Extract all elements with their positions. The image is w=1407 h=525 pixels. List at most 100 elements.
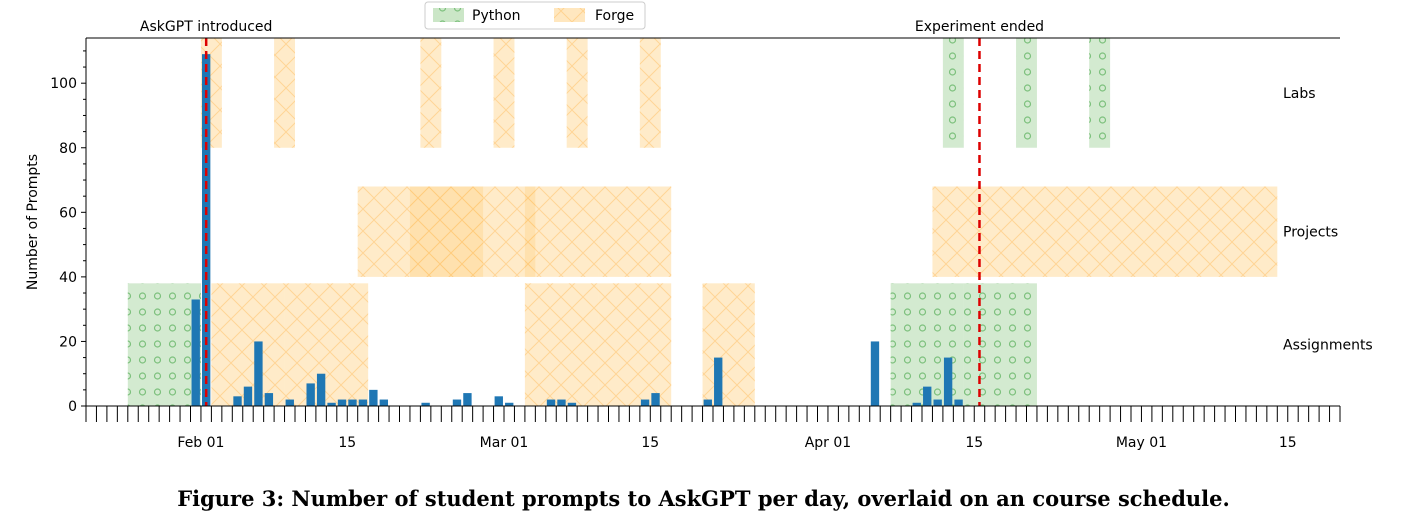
bar-2024-02-16 (358, 399, 368, 406)
bar-2024-02-11 (306, 383, 315, 406)
schedule-hatch (1089, 38, 1111, 148)
schedule-block-assignments-forge (284, 283, 369, 406)
bar-2024-03-14 (640, 399, 650, 406)
schedule-block-labs-python (1089, 38, 1111, 148)
event-label-1: Experiment ended (915, 19, 1044, 35)
bar-2024-03-06 (557, 399, 566, 406)
bar-2024-04-11 (933, 399, 942, 406)
schedule-hatch (409, 186, 536, 277)
bar-2024-02-25 (452, 399, 462, 406)
schedule-block-assignments-forge (702, 283, 755, 406)
x-tick-label-0: Feb 01 (177, 435, 224, 451)
figure-caption: Figure 3: Number of student prompts to A… (177, 486, 1230, 511)
bar-2024-02-29 (494, 396, 503, 406)
bar-2024-03-21 (714, 357, 723, 406)
schedule-hatch (963, 283, 1037, 406)
y-tick-label-100: 100 (50, 76, 77, 92)
event-lines: AskGPT introduced Experiment ended (140, 19, 1044, 406)
axes: 0 20 40 60 80 100 Feb 01 15 Mar 01 15 Apr 01 15 May … (50, 37, 1341, 451)
bar-2024-03-07 (567, 402, 577, 406)
bar-2024-02-17 (369, 389, 378, 406)
bar-2024-02-04 (233, 396, 242, 406)
x-tick-label-3: 15 (641, 435, 659, 451)
schedule-block-projects-forge (932, 186, 1278, 277)
x-tick-label-5: 15 (965, 435, 983, 451)
schedule-block-projects-forge (409, 186, 536, 277)
labels: Number of Prompts Labs Projects Assignments (25, 86, 1373, 354)
x-tick-label-1: 15 (338, 435, 356, 451)
bar-2024-03-05 (546, 399, 556, 406)
legend-box (424, 1, 646, 30)
schedule-hatch (524, 186, 599, 277)
schedule-hatch (639, 38, 661, 148)
bar-2024-04-12 (943, 357, 953, 406)
schedule-hatch (524, 283, 599, 406)
schedule-hatch (284, 283, 369, 406)
y-tick-label-20: 20 (59, 334, 77, 350)
bar-2024-04-13 (954, 399, 963, 406)
bar-2024-02-14 (337, 399, 347, 406)
x-tick-label-6: May 01 (1116, 435, 1167, 451)
bar-2024-02-05 (243, 386, 253, 406)
bar-2024-02-26 (463, 393, 472, 406)
schedule-block-labs-python (942, 38, 964, 148)
schedule-block-projects-forge (598, 186, 672, 277)
schedule-hatch (942, 38, 964, 148)
schedule-hatch (598, 186, 672, 277)
bar-2024-01-31 (191, 299, 200, 406)
bar-2024-02-18 (379, 399, 389, 406)
schedule-hatch (274, 38, 295, 148)
y-tick-label-60: 60 (59, 205, 77, 221)
course-schedule (127, 38, 1278, 406)
schedule-block-labs-forge (493, 38, 515, 148)
bar-2024-03-20 (703, 399, 712, 406)
legend-label-forge: Forge (595, 8, 634, 24)
schedule-hatch (211, 283, 285, 406)
schedule-block-assignments-python (127, 283, 201, 406)
bar-2024-02-07 (264, 393, 274, 406)
y-axis-label: Number of Prompts (25, 154, 41, 290)
y-tick-label-0: 0 (68, 399, 77, 415)
bar-2024-04-10 (923, 386, 932, 406)
x-tick-label-7: 15 (1279, 435, 1297, 451)
schedule-block-labs-forge (274, 38, 295, 148)
schedule-hatch (932, 186, 1278, 277)
schedule-hatch (566, 38, 588, 148)
schedule-block-labs-python (1016, 38, 1037, 148)
y-tick-label-40: 40 (59, 270, 77, 286)
schedule-hatch (1016, 38, 1037, 148)
row-label-labs: Labs (1283, 86, 1316, 102)
schedule-block-projects-forge (524, 186, 599, 277)
prompt-bars (191, 54, 963, 406)
schedule-hatch (493, 38, 515, 148)
bar-2024-04-05 (870, 341, 880, 406)
schedule-block-assignments-forge (598, 283, 672, 406)
bar-2024-04-09 (912, 402, 921, 406)
bar-2024-02-12 (316, 373, 326, 406)
bar-2024-03-01 (505, 402, 514, 406)
prompts-chart: AskGPT introduced Experiment ended 0 20 40 6… (25, 1, 1373, 451)
legend: Python Forge (424, 1, 646, 30)
bar-2024-02-22 (421, 402, 430, 406)
x-tick-label-2: Mar 01 (480, 435, 529, 451)
schedule-block-assignments-forge (524, 283, 599, 406)
schedule-block-labs-forge (420, 38, 442, 148)
bar-2024-03-15 (651, 393, 660, 406)
row-label-assignments: Assignments (1283, 338, 1373, 354)
legend-swatch-pattern (433, 8, 464, 22)
schedule-hatch (702, 283, 755, 406)
schedule-hatch (420, 38, 442, 148)
bar-2024-02-01 (201, 54, 211, 406)
schedule-block-labs-forge (566, 38, 588, 148)
y-tick-label-80: 80 (59, 141, 77, 157)
legend-swatch-pattern (554, 8, 585, 22)
bar-2024-02-15 (348, 399, 357, 406)
schedule-block-assignments-python (890, 283, 964, 406)
event-label-0: AskGPT introduced (140, 19, 273, 35)
schedule-block-labs-forge (639, 38, 661, 148)
schedule-block-assignments-python (963, 283, 1037, 406)
x-tick-label-4: Apr 01 (805, 435, 851, 451)
schedule-hatch (598, 283, 672, 406)
bar-2024-02-13 (327, 402, 336, 406)
schedule-hatch (127, 283, 201, 406)
